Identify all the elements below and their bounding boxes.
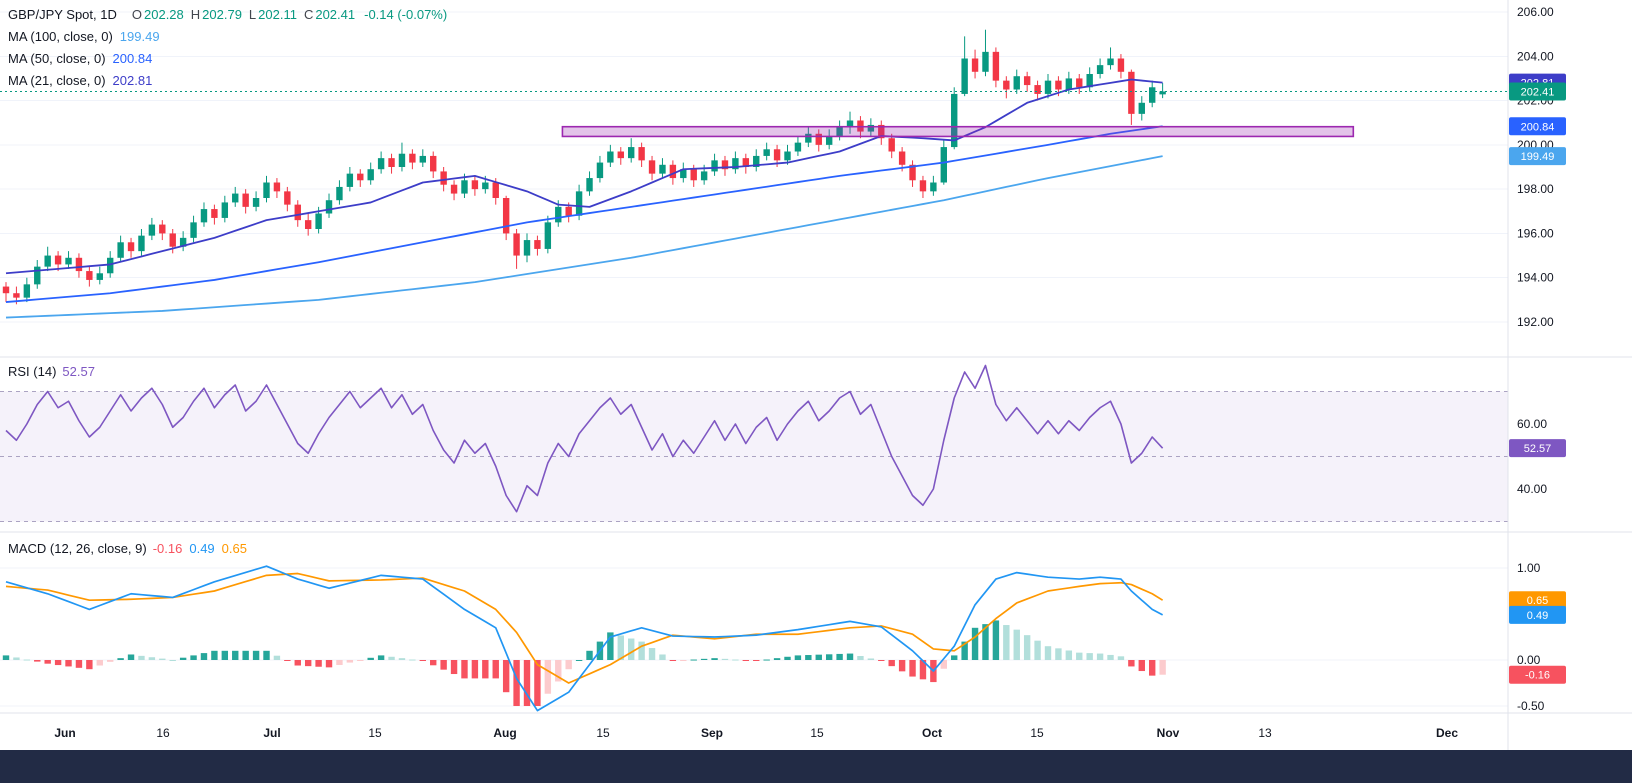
macd-hist-value: -0.16 (152, 541, 183, 556)
svg-text:52.57: 52.57 (1524, 443, 1552, 455)
symbol-title: GBP/JPY Spot, 1D (8, 7, 117, 22)
rsi-line (5, 364, 1164, 513)
rsi-value: 52.57 (62, 364, 95, 379)
ohlc-close-label: C (303, 7, 314, 22)
axis-value-badge: 0.65 (1509, 591, 1566, 610)
time-axis-day-label: 15 (810, 726, 824, 740)
axis-tick-label: 192.00 (1517, 315, 1554, 329)
macd-line (5, 565, 1164, 712)
axis-value-badge: 200.84 (1509, 117, 1566, 136)
ohlc-open-label: O (131, 7, 142, 22)
rsi-label: RSI (14) (8, 364, 57, 379)
price-scale[interactable]: 206.00204.00202.00200.00198.00196.00194.… (1509, 5, 1566, 713)
ma100-value: 199.49 (119, 29, 160, 44)
ma21-value: 202.81 (112, 73, 153, 88)
ma50-label: MA (50, close, 0) (8, 51, 106, 66)
panel-separators (0, 0, 1632, 750)
ma-50-line (5, 125, 1163, 303)
axis-value-badge: 0.49 (1509, 605, 1566, 624)
axis-tick-label: 1.00 (1517, 561, 1541, 575)
ma100-legend-row[interactable]: MA (100, close, 0) 199.49 (8, 26, 447, 48)
symbol-legend-row[interactable]: GBP/JPY Spot, 1D O 202.28 H 202.79 L 202.11… (8, 4, 447, 26)
svg-text:0.49: 0.49 (1527, 610, 1548, 622)
grid-lines (0, 11, 1508, 707)
axis-tick-label: 0.00 (1517, 653, 1541, 667)
bottom-panel (0, 750, 1632, 783)
main-legend: GBP/JPY Spot, 1D O 202.28 H 202.79 L 202.11… (8, 4, 447, 92)
svg-text:200.84: 200.84 (1521, 121, 1555, 133)
ohlc-close-value: 202.41 (315, 7, 356, 22)
chart-canvas[interactable]: 206.00204.00202.00200.00198.00196.00194.… (0, 0, 1632, 750)
svg-text:0.65: 0.65 (1527, 595, 1548, 607)
ma21-legend-row[interactable]: MA (21, close, 0) 202.81 (8, 70, 447, 92)
macd-histogram (2, 620, 1166, 706)
ma-21-line (5, 78, 1163, 275)
axis-tick-label: 206.00 (1517, 5, 1554, 19)
axis-tick-label: 60.00 (1517, 417, 1547, 431)
ma100-label: MA (100, close, 0) (8, 29, 113, 44)
rsi-band (0, 391, 1508, 522)
time-axis-day-label: 13 (1258, 726, 1272, 740)
axis-value-badge: 52.57 (1509, 439, 1566, 458)
time-axis-month-label: Oct (922, 726, 942, 740)
macd-label: MACD (12, 26, close, 9) (8, 541, 147, 556)
axis-value-badge: -0.16 (1509, 665, 1566, 684)
time-axis-month-label: Nov (1157, 726, 1180, 740)
ma21-label: MA (21, close, 0) (8, 73, 106, 88)
time-axis-month-label: Sep (701, 726, 723, 740)
axis-tick-label: 204.00 (1517, 49, 1554, 63)
time-axis-day-label: 15 (1030, 726, 1044, 740)
time-axis-month-label: Jun (54, 726, 75, 740)
ohlc-open-value: 202.28 (144, 7, 184, 22)
macd-signal-value: 0.65 (221, 541, 247, 556)
svg-text:202.41: 202.41 (1521, 86, 1555, 98)
axis-value-badge: 202.41 (1509, 82, 1566, 101)
macd-signal-line (5, 572, 1164, 684)
ohlc-high-label: H (190, 7, 201, 22)
time-axis[interactable]: Jun 16 Jul 15 Aug 15 Sep 15 Oct 15 Nov 13 Dec (54, 726, 1458, 740)
ma50-legend-row[interactable]: MA (50, close, 0) 200.84 (8, 48, 447, 70)
svg-text:199.49: 199.49 (1521, 151, 1555, 163)
ohlc-low-value: 202.11 (258, 7, 297, 22)
ohlc-high-value: 202.79 (202, 7, 242, 22)
ma-100-line (5, 155, 1163, 319)
axis-tick-label: 40.00 (1517, 482, 1547, 496)
time-axis-month-label: Aug (493, 726, 516, 740)
macd-legend[interactable]: MACD (12, 26, close, 9) -0.16 0.49 0.65 (8, 541, 254, 556)
axis-tick-label: 194.00 (1517, 271, 1554, 285)
axis-value-badge: 199.49 (1509, 147, 1566, 166)
time-axis-month-label: Jul (263, 726, 280, 740)
time-axis-day-label: 16 (156, 726, 170, 740)
axis-tick-label: 198.00 (1517, 182, 1554, 196)
axis-tick-label: -0.50 (1517, 699, 1545, 713)
axis-tick-label: 196.00 (1517, 226, 1554, 240)
macd-line-value: 0.49 (189, 541, 215, 556)
ma50-value: 200.84 (112, 51, 153, 66)
candles-series[interactable] (2, 29, 1166, 305)
rsi-legend[interactable]: RSI (14) 52.57 (8, 364, 102, 379)
resistance-zone[interactable] (561, 125, 1355, 138)
svg-text:-0.16: -0.16 (1525, 670, 1550, 682)
time-axis-day-label: 15 (368, 726, 382, 740)
time-axis-month-label: Dec (1436, 726, 1458, 740)
ohlc-change: -0.14 (-0.07%) (364, 7, 448, 22)
ohlc-low-label: L (248, 7, 257, 22)
time-axis-day-label: 15 (596, 726, 610, 740)
